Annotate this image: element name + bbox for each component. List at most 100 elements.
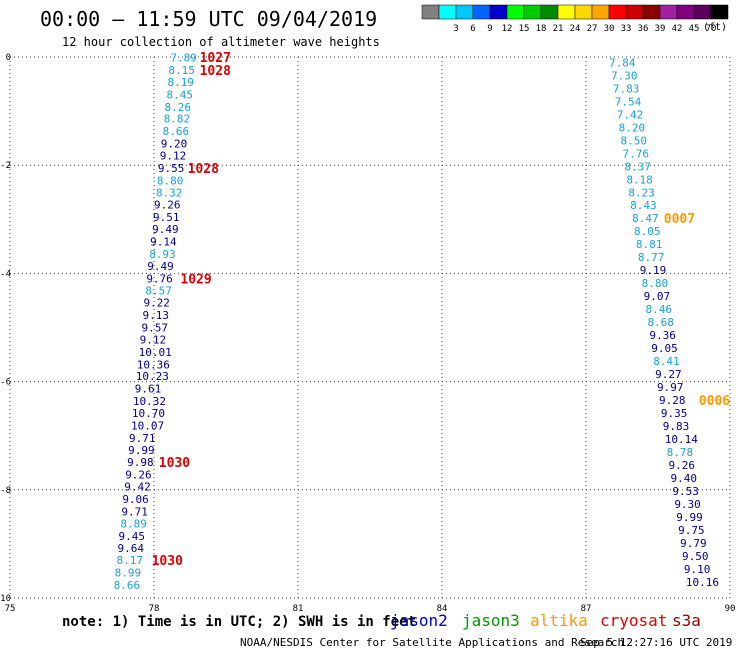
- data-point-track-east: 8.68: [647, 316, 674, 329]
- data-point-track-east: 7.84: [609, 56, 636, 69]
- colorbar-swatch: [540, 4, 559, 20]
- data-point-track-east: 8.05: [634, 225, 661, 238]
- data-point-track-east: 9.75: [678, 524, 705, 537]
- data-point-track-east: 9.99: [676, 511, 703, 524]
- data-point-track-west: 9.61: [135, 383, 162, 396]
- colorbar-label: 3: [453, 24, 458, 34]
- data-point-track-east: 8.46: [646, 303, 673, 316]
- data-point-track-west: 9.71: [129, 432, 156, 445]
- y-tick-label: -2: [0, 161, 11, 171]
- data-point-track-west: 9.22: [143, 297, 170, 310]
- x-tick-label: 84: [437, 604, 448, 614]
- x-tick-label: 81: [293, 604, 304, 614]
- data-point-track-west: 9.49: [147, 260, 174, 273]
- data-point-track-west: 9.45: [118, 530, 145, 543]
- colorbar-swatch: [693, 4, 712, 20]
- colorbar-unit: (ft): [703, 22, 727, 33]
- data-point-track-west: 8.45: [166, 88, 193, 101]
- data-point-track-west: 10.32: [133, 395, 166, 408]
- footer-timestamp: Sep 5 12:27:16 UTC 2019: [580, 636, 732, 649]
- data-point-track-east: 9.53: [672, 485, 699, 498]
- legend-jason3: jason3: [462, 611, 520, 630]
- colorbar-swatch: [591, 4, 610, 20]
- data-point-track-west: 10.36: [137, 358, 170, 371]
- footer-note: note: 1) Time is in UTC; 2) SWH is in fe…: [62, 614, 416, 630]
- colorbar-swatch: [710, 4, 729, 20]
- colorbar-swatch: [489, 4, 508, 20]
- colorbar-label: 70: [706, 24, 717, 34]
- data-point-track-east: 8.50: [621, 134, 648, 147]
- data-points: 7.898.158.198.458.268.828.669.209.129.55…: [114, 52, 719, 592]
- y-tick-label: -10: [0, 594, 11, 604]
- colorbar-label: 27: [587, 24, 598, 34]
- data-point-track-west: 8.66: [163, 125, 190, 138]
- colorbar-swatch: [472, 4, 491, 20]
- data-point-track-west: 8.99: [115, 567, 142, 580]
- data-point-track-west: 8.93: [149, 248, 176, 261]
- data-point-track-east: 8.37: [624, 160, 651, 173]
- data-point-track-west: 9.99: [128, 444, 155, 457]
- data-point-track-west: 9.71: [121, 505, 148, 518]
- colorbar-label: 30: [604, 24, 615, 34]
- data-point-track-west: 9.98: [127, 456, 153, 469]
- data-point-track-west: 9.55: [158, 162, 185, 175]
- data-point-track-west: 8.15: [168, 64, 195, 77]
- data-point-track-west: 9.14: [150, 235, 177, 248]
- colorbar-swatch: [574, 4, 593, 20]
- data-point-track-west: 10.23: [136, 370, 169, 383]
- legend-jason2: jason2: [390, 611, 448, 630]
- legend-cryosat: cryosat: [600, 611, 667, 630]
- data-point-track-east: 9.97: [657, 381, 684, 394]
- colorbar-swatch: [676, 4, 695, 20]
- pass-annotation: 1028: [200, 64, 231, 79]
- data-point-track-west: 10.70: [132, 407, 165, 420]
- colorbar-label: 15: [519, 24, 530, 34]
- data-point-track-east: 9.27: [655, 368, 682, 381]
- pass-annotation: 1029: [180, 272, 211, 287]
- data-point-track-east: 8.43: [630, 199, 657, 212]
- colorbar-label: 39: [655, 24, 666, 34]
- data-point-track-east: 9.50: [682, 550, 709, 563]
- data-point-track-east: 8.23: [628, 186, 655, 199]
- data-point-track-east: 8.20: [619, 121, 646, 134]
- data-point-track-east: 7.42: [617, 108, 644, 121]
- data-point-track-west: 9.12: [160, 149, 187, 162]
- data-point-track-east: 7.30: [611, 69, 638, 82]
- data-point-track-east: 8.80: [642, 277, 669, 290]
- x-tick-label: 78: [149, 604, 160, 614]
- colorbar-swatch: [421, 4, 440, 20]
- data-point-track-east: 8.77: [638, 251, 665, 264]
- data-point-track-west: 7.89: [170, 52, 197, 65]
- data-point-track-west: 9.26: [125, 469, 152, 482]
- data-point-track-east: 9.40: [670, 472, 697, 485]
- grid: [9, 56, 731, 599]
- colorbar-swatch: [523, 4, 542, 20]
- y-tick-label: 0: [6, 53, 11, 63]
- data-point-track-west: 8.26: [165, 101, 192, 114]
- colorbar-label: 12: [502, 24, 513, 34]
- colorbar-swatch: [659, 4, 678, 20]
- pass-annotation: 1027: [200, 51, 231, 66]
- x-tick-label: 90: [725, 604, 736, 614]
- data-point-track-east: 7.83: [613, 82, 640, 95]
- y-tick-label: -4: [0, 269, 11, 279]
- data-point-track-west: 10.07: [131, 419, 164, 432]
- data-point-track-east: 9.79: [680, 537, 707, 550]
- chart-subtitle: 12 hour collection of altimeter wave hei…: [62, 35, 380, 49]
- data-point-track-west: 9.20: [161, 138, 188, 151]
- data-point-track-west: 8.19: [167, 76, 194, 89]
- x-tick-label: 75: [5, 604, 16, 614]
- data-point-track-west: 9.51: [153, 211, 180, 224]
- data-point-track-east: 8.78: [667, 446, 694, 459]
- data-point-track-east: 9.83: [663, 420, 690, 433]
- colorbar-label: 6: [470, 24, 475, 34]
- data-point-track-east: 8.81: [636, 238, 663, 251]
- data-point-track-west: 9.57: [142, 322, 169, 335]
- data-point-track-east: 8.47: [632, 212, 659, 225]
- data-point-track-east: 10.16: [686, 576, 719, 589]
- data-point-track-west: 10.01: [139, 346, 172, 359]
- data-point-track-west: 8.80: [157, 174, 184, 187]
- pass-annotation: 1028: [188, 162, 219, 177]
